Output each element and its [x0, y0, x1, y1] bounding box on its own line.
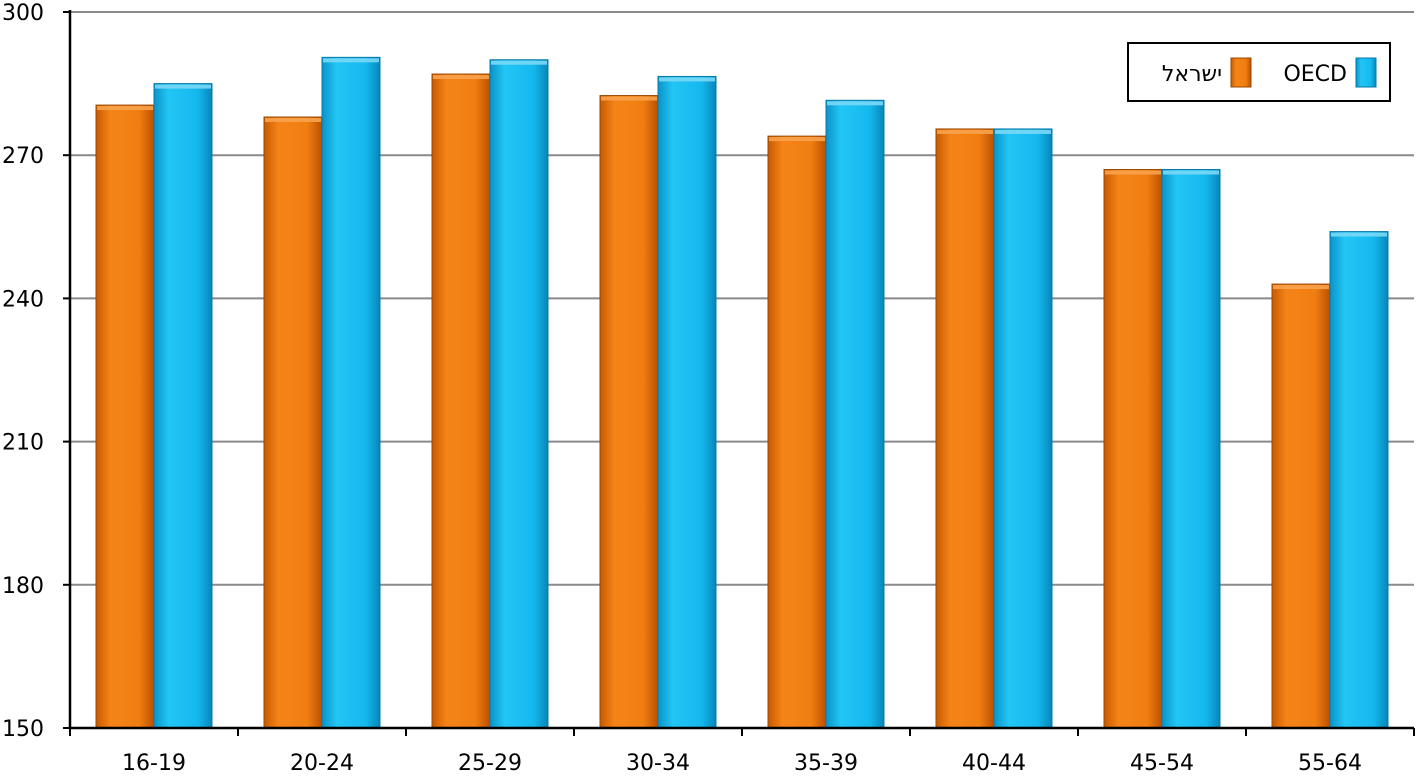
bar-oecd-35-39 [825, 99, 885, 729]
bar-top-israel-30-34 [601, 96, 657, 101]
bar-top-oecd-35-39 [827, 101, 883, 106]
bar-israel-35-39 [767, 135, 827, 729]
bar-oecd-40-44 [993, 128, 1053, 729]
y-tick-label-180: 180 [2, 574, 44, 599]
bar-top-israel-55-64 [1273, 285, 1329, 290]
bar-oecd-55-64 [1329, 231, 1389, 729]
bar-top-israel-40-44 [937, 129, 993, 134]
legend-swatch-israel [1230, 57, 1252, 88]
y-tick-label-210: 210 [2, 431, 44, 456]
bar-top-oecd-25-29 [491, 60, 547, 65]
bar-israel-45-54 [1103, 169, 1163, 729]
legend-label-oecd: OECD [1283, 62, 1347, 87]
y-tick-label-300: 300 [2, 1, 44, 26]
bar-top-oecd-16-19 [155, 84, 211, 89]
y-tick-label-150: 150 [2, 717, 44, 742]
bar-top-israel-45-54 [1105, 170, 1161, 175]
bar-israel-40-44 [935, 128, 995, 729]
bar-top-israel-35-39 [769, 137, 825, 142]
y-tick-label-240: 240 [2, 287, 44, 312]
bar-israel-25-29 [431, 73, 491, 729]
x-tick-label-16-19: 16-19 [122, 751, 186, 776]
bars [95, 56, 1389, 729]
x-tick-label-45-54: 45-54 [1130, 751, 1194, 776]
bar-israel-55-64 [1271, 283, 1331, 729]
bar-oecd-30-34 [657, 75, 717, 729]
legend: ישראל OECD [1127, 42, 1391, 102]
bar-israel-30-34 [599, 95, 659, 729]
bar-top-oecd-20-24 [323, 58, 379, 63]
bar-top-israel-16-19 [97, 106, 153, 111]
x-tick-label-35-39: 35-39 [794, 751, 858, 776]
legend-swatch-oecd [1355, 57, 1377, 88]
bar-oecd-20-24 [321, 56, 381, 729]
bar-top-israel-25-29 [433, 75, 489, 80]
bar-top-oecd-40-44 [995, 129, 1051, 134]
bar-israel-20-24 [263, 116, 323, 729]
bar-top-oecd-55-64 [1331, 232, 1387, 237]
bar-oecd-45-54 [1161, 169, 1221, 729]
y-tick-label-270: 270 [2, 144, 44, 169]
bar-top-oecd-45-54 [1163, 170, 1219, 175]
legend-label-israel: ישראל [1162, 62, 1222, 87]
bar-top-oecd-30-34 [659, 77, 715, 82]
x-tick-label-40-44: 40-44 [962, 751, 1026, 776]
bar-top-israel-20-24 [265, 118, 321, 123]
bar-oecd-16-19 [153, 83, 213, 729]
x-tick-label-55-64: 55-64 [1298, 751, 1362, 776]
legend-box [1127, 42, 1391, 102]
bar-israel-16-19 [95, 104, 155, 729]
x-tick-label-20-24: 20-24 [290, 751, 354, 776]
bar-oecd-25-29 [489, 59, 549, 729]
x-tick-label-30-34: 30-34 [626, 751, 690, 776]
x-tick-label-25-29: 25-29 [458, 751, 522, 776]
